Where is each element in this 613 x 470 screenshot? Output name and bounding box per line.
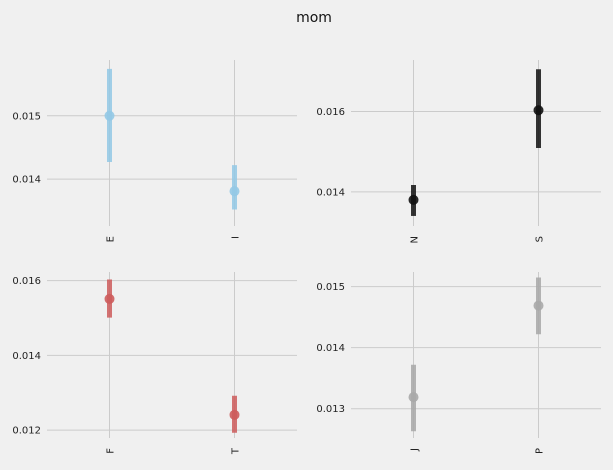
subplot-ei: 0.014 0.015 E I — [12, 60, 297, 242]
point-e — [104, 110, 115, 121]
x-tick-label-s: S — [535, 236, 546, 242]
subplot-grid: 0.014 0.015 E I 0.014 0.016 N S 0.012 0.014 0.016 F… — [12, 60, 601, 455]
subplot-jp: 0.013 0.014 0.015 J P — [316, 272, 601, 454]
x-tick-label-e: E — [106, 236, 117, 242]
point-p — [533, 300, 544, 311]
subplot-ft: 0.012 0.014 0.016 F T — [12, 272, 297, 455]
point-t — [229, 409, 240, 420]
x-tick-label-j: J — [410, 448, 421, 452]
y-tick-label: 0.014 — [12, 351, 41, 362]
x-tick-label-n: N — [410, 236, 421, 243]
x-tick-label-p: P — [535, 448, 546, 454]
y-tick-label: 0.014 — [12, 175, 41, 186]
y-tick-label: 0.013 — [316, 404, 345, 415]
point-n — [408, 194, 419, 205]
y-tick-label: 0.015 — [12, 111, 41, 122]
point-i — [229, 186, 240, 197]
subplot-ns: 0.014 0.016 N S — [316, 60, 601, 243]
y-tick-label: 0.014 — [316, 187, 345, 198]
point-j — [408, 392, 419, 403]
x-tick-label-t: T — [231, 447, 242, 455]
y-tick-label: 0.016 — [316, 107, 345, 118]
y-tick-label: 0.015 — [316, 282, 345, 293]
x-tick-label-f: F — [106, 448, 117, 454]
y-tick-label: 0.012 — [12, 426, 41, 437]
point-f — [104, 293, 115, 304]
figure-title: mom — [296, 10, 332, 26]
point-s — [533, 105, 544, 116]
y-tick-label: 0.014 — [316, 343, 345, 354]
y-tick-label: 0.016 — [12, 276, 41, 287]
x-tick-label-i: I — [231, 236, 242, 239]
